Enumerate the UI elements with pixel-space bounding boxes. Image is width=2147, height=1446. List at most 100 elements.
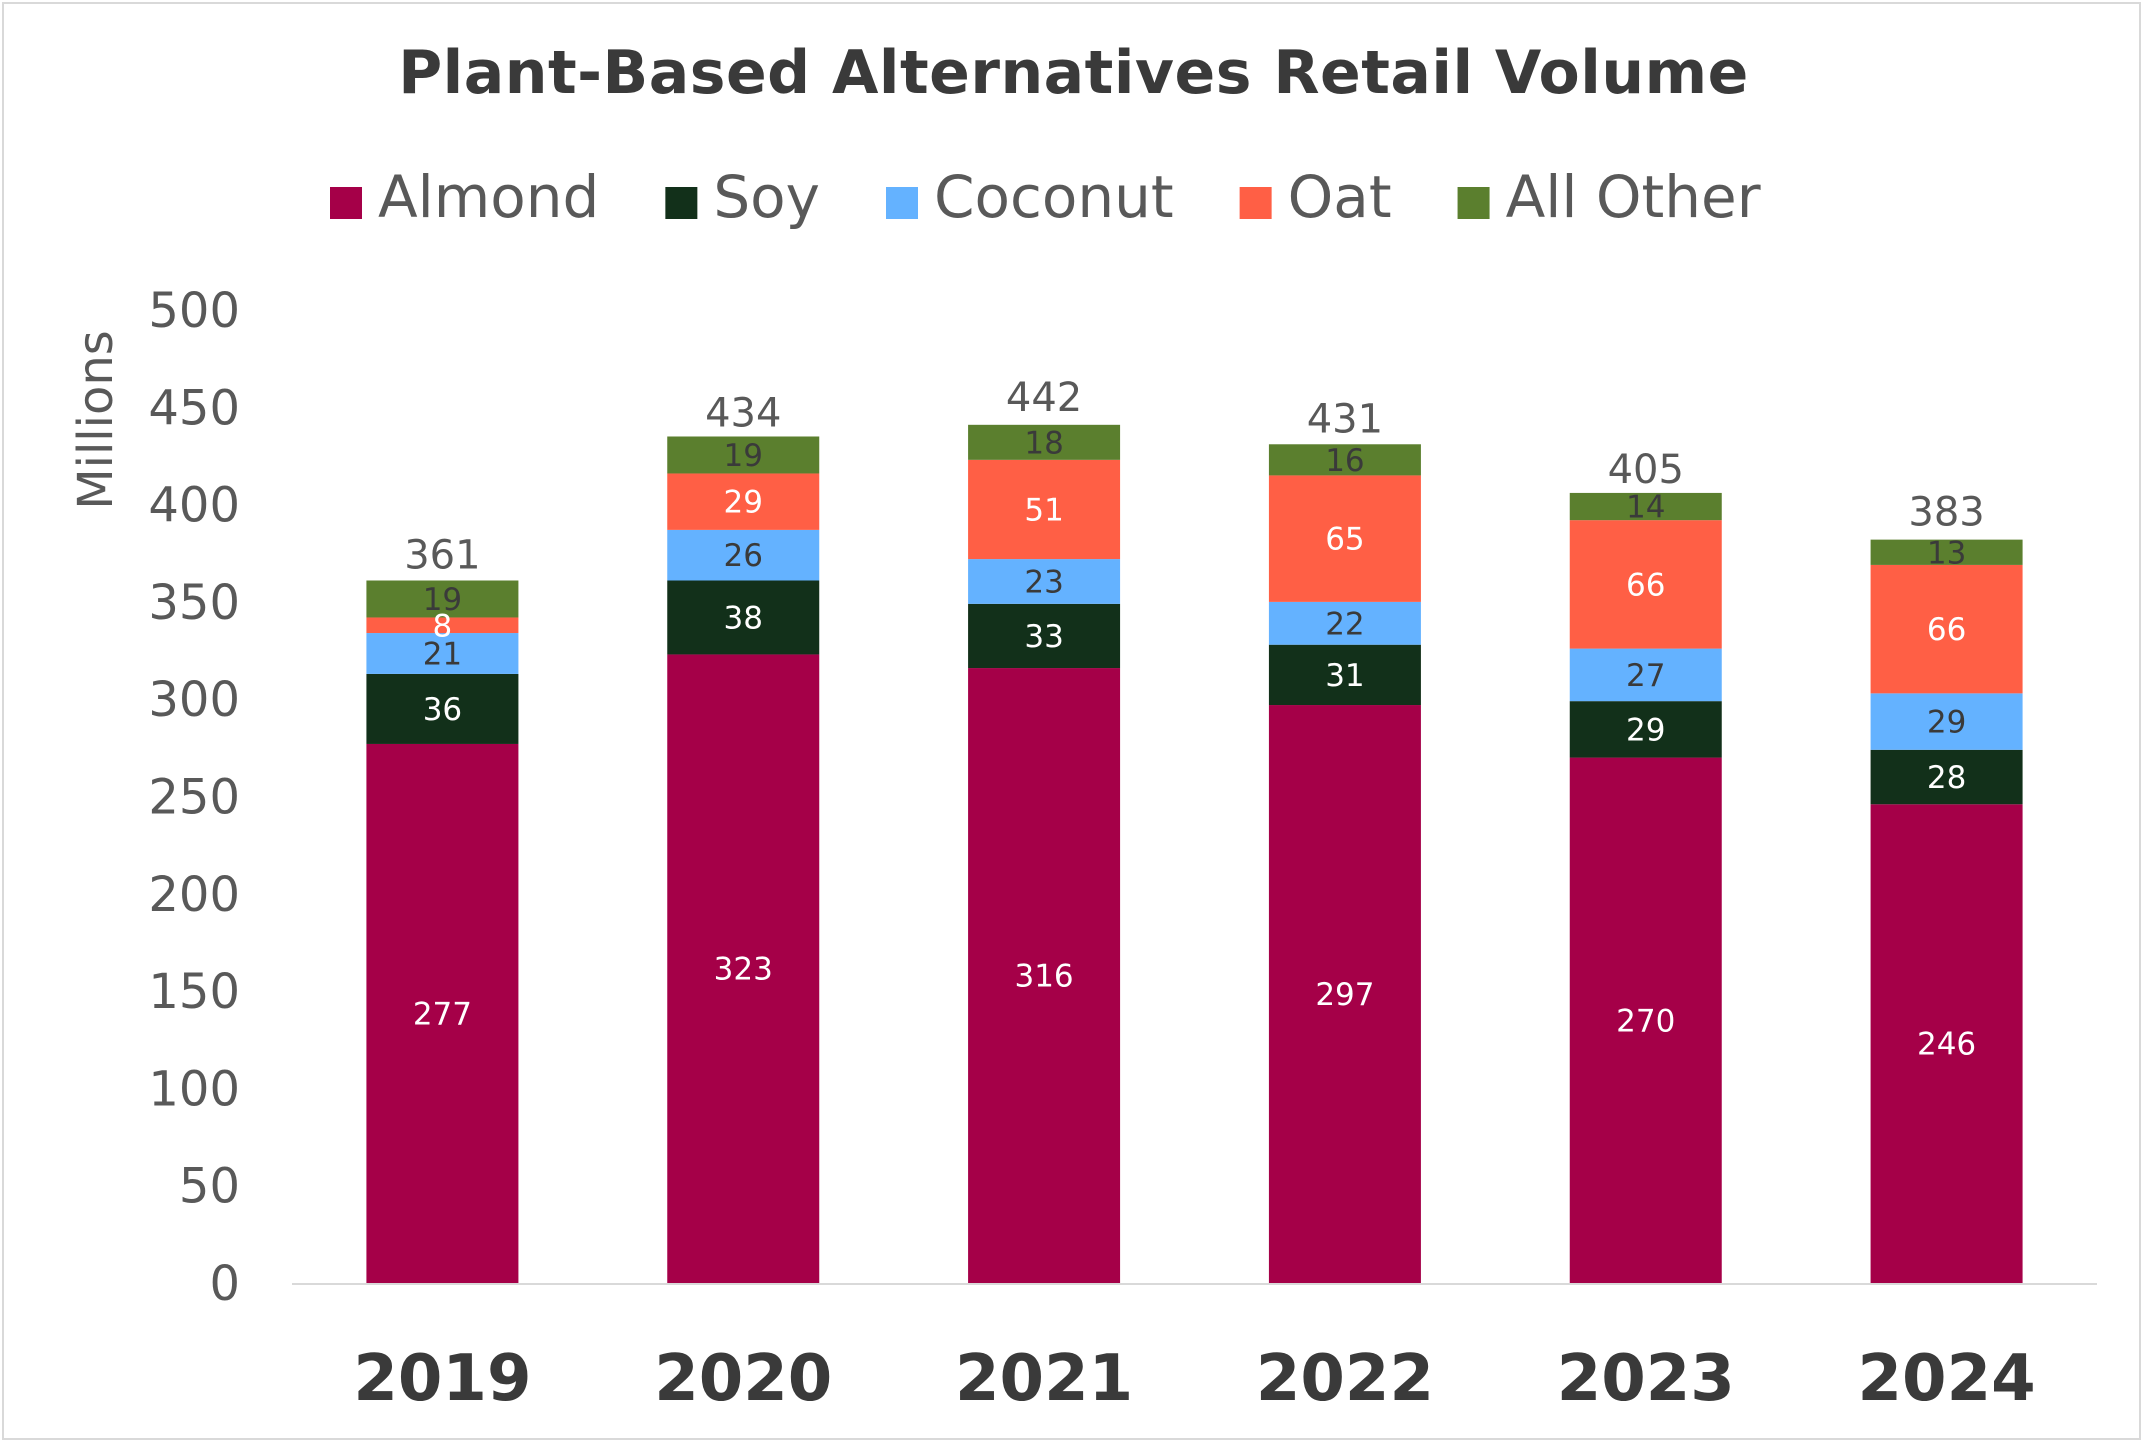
bar-almond-2024 — [1870, 804, 2023, 1283]
legend-label-soy: Soy — [713, 163, 820, 231]
bar-all-other-2022 — [1268, 444, 1421, 476]
y-tick-label: 500 — [148, 283, 240, 339]
bar-coconut-2024 — [1870, 693, 2023, 750]
legend-swatch-almond — [330, 187, 362, 219]
data-label-almond-2019: 277 — [413, 996, 472, 1032]
bar-almond-2019 — [366, 743, 519, 1283]
bar-oat-2023 — [1569, 520, 1722, 649]
bar-soy-2021 — [968, 603, 1121, 669]
data-label-all-other-2019: 19 — [423, 582, 462, 618]
legend-swatch-oat — [1239, 187, 1272, 219]
x-tick-label: 2020 — [654, 1342, 832, 1416]
bar-soy-2023 — [1569, 701, 1722, 758]
data-label-almond-2020: 323 — [714, 952, 773, 988]
data-label-oat-2022: 65 — [1325, 522, 1364, 558]
data-label-all-other-2022: 16 — [1325, 443, 1364, 479]
data-label-coconut-2023: 27 — [1626, 658, 1665, 694]
legend-label-oat: Oat — [1288, 163, 1392, 231]
y-tick-label: 200 — [148, 867, 240, 923]
data-label-oat-2019: 8 — [433, 608, 453, 644]
bar-all-other-2020 — [667, 436, 820, 474]
bar-oat-2021 — [968, 459, 1121, 560]
legend-label-coconut: Coconut — [934, 163, 1174, 231]
data-label-coconut-2020: 26 — [724, 538, 763, 574]
data-label-coconut-2019: 21 — [423, 636, 462, 672]
legend-swatch-coconut — [886, 187, 918, 219]
data-label-soy-2019: 36 — [423, 692, 462, 728]
data-label-almond-2024: 246 — [1917, 1027, 1976, 1063]
y-tick-label: 100 — [148, 1061, 240, 1117]
data-label-almond-2021: 316 — [1014, 959, 1073, 995]
bar-all-other-2021 — [968, 424, 1121, 460]
x-tick-label: 2023 — [1557, 1342, 1735, 1416]
data-label-oat-2021: 51 — [1024, 492, 1063, 528]
y-tick-label: 300 — [148, 672, 240, 728]
bars — [366, 424, 2023, 1283]
y-axis-label: Millions — [68, 330, 124, 510]
bar-soy-2022 — [1268, 644, 1421, 706]
bar-soy-2024 — [1870, 749, 2023, 805]
total-label-2023: 405 — [1608, 447, 1684, 493]
data-label-all-other-2023: 14 — [1626, 490, 1665, 526]
bar-soy-2020 — [667, 580, 820, 655]
data-label-all-other-2021: 18 — [1024, 425, 1063, 461]
bar-almond-2021 — [968, 668, 1121, 1283]
data-label-oat-2023: 66 — [1626, 567, 1665, 603]
bar-almond-2022 — [1268, 705, 1421, 1283]
x-tick-label: 2019 — [353, 1342, 531, 1416]
bar-oat-2024 — [1870, 564, 2023, 694]
data-label-soy-2024: 28 — [1927, 760, 1966, 796]
legend-label-almond: Almond — [378, 163, 599, 231]
y-tick-label: 250 — [148, 770, 240, 826]
data-label-coconut-2021: 23 — [1024, 564, 1063, 600]
bar-oat-2019 — [366, 617, 519, 634]
total-label-2022: 431 — [1307, 396, 1383, 442]
data-label-all-other-2020: 19 — [724, 438, 763, 474]
legend-swatch-all-other — [1457, 187, 1490, 219]
y-tick-label: 150 — [148, 964, 240, 1020]
data-label-coconut-2022: 22 — [1325, 606, 1364, 642]
bar-soy-2019 — [366, 673, 519, 744]
y-axis-ticks: 0 50 100 150 200 250 300 350 400 450 500 — [148, 283, 240, 1312]
x-axis-ticks: 2019 2020 2021 2022 2023 2024 — [353, 1342, 2035, 1416]
data-label-soy-2020: 38 — [724, 600, 763, 636]
x-tick-label: 2024 — [1858, 1342, 2036, 1416]
legend-swatch-soy — [665, 187, 698, 219]
data-label-almond-2023: 270 — [1616, 1003, 1675, 1039]
x-tick-label: 2022 — [1256, 1342, 1434, 1416]
legend: Almond Soy Coconut Oat All Other — [330, 163, 1761, 231]
y-tick-label: 350 — [148, 575, 240, 631]
bar-all-other-2023 — [1569, 492, 1722, 521]
bar-coconut-2021 — [968, 559, 1121, 604]
data-label-soy-2021: 33 — [1024, 619, 1063, 655]
total-label-2024: 383 — [1908, 490, 1984, 536]
bar-almond-2020 — [667, 654, 820, 1283]
legend-label-all-other: All Other — [1506, 163, 1761, 231]
data-labels: 2773621819361323382629194343163323511844… — [404, 375, 1985, 1063]
data-label-coconut-2024: 29 — [1927, 705, 1966, 741]
bar-almond-2023 — [1569, 757, 1722, 1283]
data-label-soy-2022: 31 — [1325, 658, 1364, 694]
y-tick-label: 450 — [148, 380, 240, 436]
total-label-2019: 361 — [404, 532, 480, 578]
bar-oat-2020 — [667, 473, 820, 530]
y-tick-label: 0 — [209, 1256, 240, 1312]
bar-all-other-2019 — [366, 580, 519, 618]
total-label-2021: 442 — [1006, 375, 1082, 421]
bar-coconut-2020 — [667, 529, 820, 581]
bar-oat-2022 — [1268, 475, 1421, 602]
bar-all-other-2024 — [1870, 539, 2023, 565]
data-label-oat-2024: 66 — [1927, 612, 1966, 648]
y-tick-label: 400 — [148, 478, 240, 534]
bar-coconut-2023 — [1569, 648, 1722, 702]
bar-coconut-2019 — [366, 633, 519, 674]
data-label-oat-2020: 29 — [724, 485, 763, 521]
data-label-all-other-2024: 13 — [1927, 535, 1966, 571]
total-label-2020: 434 — [705, 390, 781, 436]
x-tick-label: 2021 — [955, 1342, 1133, 1416]
data-label-soy-2023: 29 — [1626, 712, 1665, 748]
data-label-almond-2022: 297 — [1315, 977, 1374, 1013]
chart-title: Plant-Based Alternatives Retail Volume — [398, 38, 1749, 108]
